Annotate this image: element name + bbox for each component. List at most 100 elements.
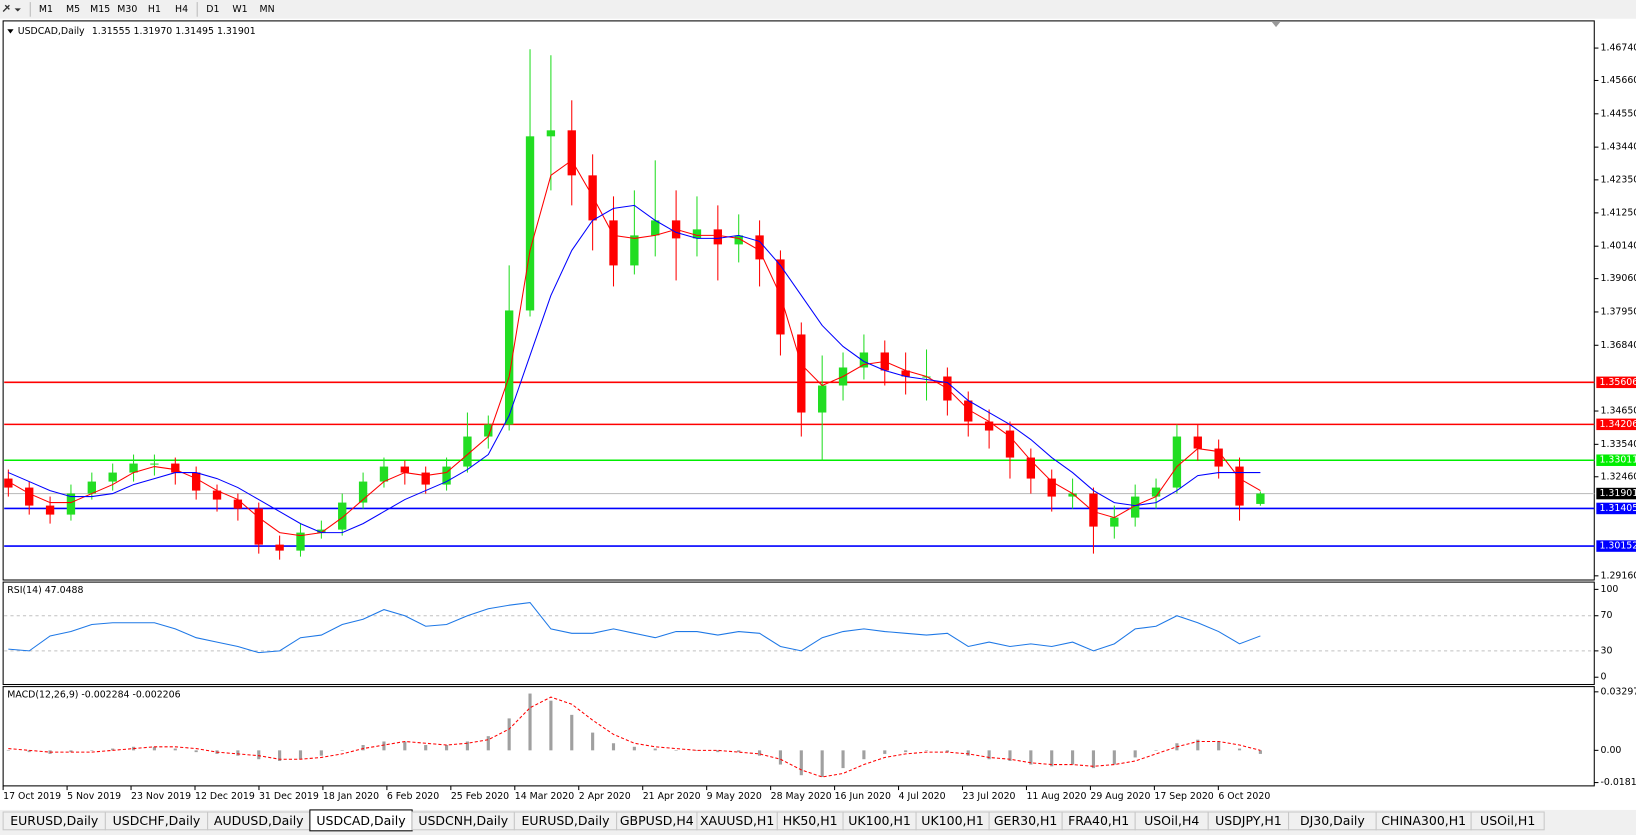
y-tick-label: 1.40140 (1601, 241, 1636, 252)
timeframe-button[interactable] (60, 1, 86, 18)
last-price-label: 1.31901 (1599, 488, 1636, 499)
macd-bar (695, 750, 699, 751)
x-tick-label: 29 Aug 2020 (1090, 791, 1150, 802)
x-tick-label: 17 Sep 2020 (1154, 791, 1213, 802)
x-tick-label: 5 Nov 2019 (67, 791, 121, 802)
rsi-tick-label: 100 (1601, 584, 1619, 595)
macd-bar (904, 750, 908, 753)
tab-label[interactable]: GBPUSD,H4 (620, 813, 694, 828)
macd-bar (820, 750, 824, 777)
y-tick-label: 1.37950 (1601, 306, 1636, 317)
tab-label[interactable]: USOil,H1 (1480, 813, 1535, 828)
candle-body (1214, 448, 1223, 467)
candle-body (317, 529, 326, 533)
candle-body (1193, 436, 1202, 449)
tab-label[interactable]: USDCAD,Daily (316, 813, 406, 828)
candle-body (1005, 430, 1015, 458)
macd-bar (27, 750, 31, 753)
timeframe-label[interactable]: M30 (117, 4, 137, 15)
macd-panel (2, 686, 1595, 787)
macd-bar (69, 750, 73, 753)
tab-label[interactable]: UK100,H1 (921, 813, 984, 828)
macd-bar (298, 750, 303, 760)
chart-symbol: USDCAD,Daily (18, 26, 85, 37)
macd-bar (570, 714, 574, 751)
candle-body (1131, 496, 1140, 518)
macd-bar (382, 741, 386, 751)
tab-label[interactable]: FRA40,H1 (1068, 813, 1129, 828)
timeframe-button[interactable] (200, 1, 226, 18)
candle-body (275, 544, 284, 551)
timeframe-button[interactable] (33, 1, 59, 18)
tab-label[interactable]: XAUUSD,H1 (700, 813, 774, 828)
tab-label[interactable]: USOil,H4 (1144, 813, 1199, 828)
candle-body (338, 502, 347, 530)
tab-label[interactable]: EURUSD,Daily (521, 813, 610, 828)
candle-body (421, 472, 430, 485)
macd-bar (653, 748, 657, 751)
timeframe-label[interactable]: H1 (148, 4, 161, 15)
y-tick-label: 1.39060 (1601, 273, 1636, 284)
level-tag (1596, 454, 1636, 466)
level-label: 1.35606 (1599, 377, 1636, 388)
candle-body (630, 235, 639, 266)
macd-bar (591, 732, 595, 751)
quote: 1.31555 1.31970 1.31495 1.31901 (92, 26, 256, 37)
tab-label[interactable]: UK100,H1 (848, 813, 911, 828)
macd-bar (737, 750, 741, 753)
tab-label[interactable]: USDCNH,Daily (418, 813, 508, 828)
x-tick-label: 21 Apr 2020 (643, 791, 701, 802)
rsi-tick-label: 70 (1601, 610, 1613, 621)
x-tick-label: 23 Nov 2019 (131, 791, 191, 802)
tab-label[interactable]: HK50,H1 (783, 813, 838, 828)
macd-bar (319, 750, 323, 756)
y-tick-label: 1.44550 (1601, 108, 1636, 119)
timeframe-button[interactable] (254, 1, 280, 18)
rsi-tick-label: 0 (1601, 672, 1607, 683)
candle-body (1089, 493, 1098, 527)
timeframe-button[interactable] (169, 1, 195, 18)
timeframe-label[interactable]: M15 (90, 4, 110, 15)
candle-body (901, 370, 910, 377)
candle-body (1026, 457, 1036, 479)
tab-label[interactable]: EURUSD,Daily (10, 813, 99, 828)
candle-body (859, 352, 869, 368)
macd-tick-label: -0.01815 (1601, 777, 1636, 788)
candle-body (212, 490, 222, 500)
timeframe-button[interactable] (87, 1, 113, 18)
timeframe-button[interactable] (141, 1, 167, 18)
candle-body (400, 466, 409, 473)
timeframe-button[interactable] (114, 1, 140, 18)
timeframe-label[interactable]: H4 (175, 4, 188, 15)
timeframe-label[interactable]: W1 (232, 4, 247, 15)
toolbar-icon[interactable] (2, 4, 21, 12)
timeframe-label[interactable]: MN (260, 4, 275, 15)
x-tick-label: 9 May 2020 (707, 791, 762, 802)
tab-label[interactable]: USDJPY,H1 (1215, 813, 1282, 828)
moving-average (8, 159, 1261, 537)
macd-bar (1133, 750, 1137, 758)
x-tick-label: 2 Apr 2020 (579, 791, 631, 802)
macd-bar (6, 750, 10, 751)
tab-label[interactable]: GER30,H1 (994, 813, 1058, 828)
y-tick-label: 1.43440 (1601, 142, 1636, 153)
candle-body (504, 310, 514, 425)
y-tick-label: 1.46740 (1601, 43, 1636, 54)
tab-label[interactable]: DJ30,Daily (1300, 813, 1365, 828)
tab-label[interactable]: USDCHF,Daily (113, 813, 201, 828)
candle-body (734, 235, 743, 245)
macd-bar (173, 748, 177, 751)
shift-marker (1271, 21, 1281, 28)
tab-label[interactable]: AUDUSD,Daily (214, 813, 304, 828)
macd-bar (945, 750, 949, 753)
timeframe-label[interactable]: M5 (66, 4, 80, 15)
timeframe-label[interactable]: D1 (206, 4, 219, 15)
y-tick-label: 1.45660 (1601, 75, 1636, 86)
candle-body (984, 421, 994, 431)
timeframe-label[interactable]: M1 (39, 4, 53, 15)
dropdown-icon[interactable] (7, 29, 14, 34)
tab[interactable] (1470, 811, 1545, 831)
timeframe-button[interactable] (227, 1, 253, 18)
tab-label[interactable]: CHINA300,H1 (1381, 813, 1466, 828)
